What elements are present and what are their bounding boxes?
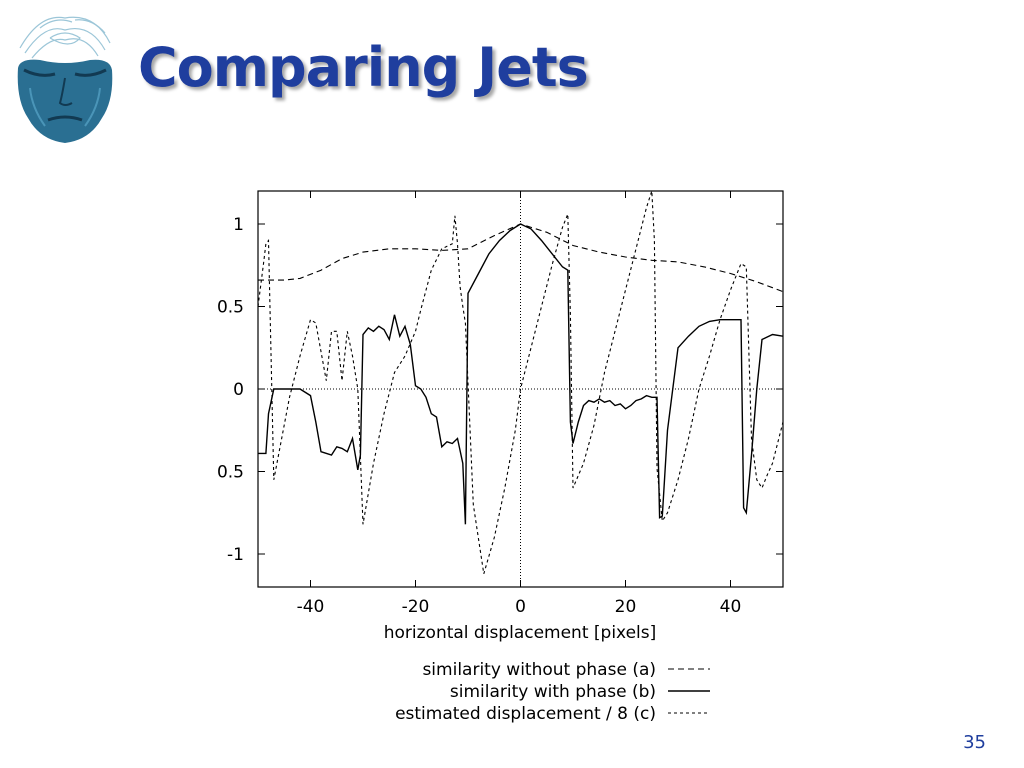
slide-title: Comparing Jets [138, 36, 589, 99]
y-tick-label: 0.5 [217, 463, 244, 483]
y-tick-label: 1 [233, 215, 244, 235]
legend-label-3: estimated displacement / 8 (c) [395, 704, 656, 724]
y-tick-label: -1 [227, 545, 244, 565]
x-tick-label: -40 [297, 597, 325, 617]
x-tick-label: 0 [515, 597, 526, 617]
face-mesh-icon [17, 16, 113, 143]
x-tick-label: 20 [615, 597, 637, 617]
chart-legend: similarity without phase (a)similarity w… [395, 660, 710, 724]
y-tick-label: 0.5 [217, 298, 244, 318]
legend-label-1: similarity without phase (a) [422, 660, 656, 680]
x-axis-label: horizontal displacement [pixels] [384, 623, 657, 643]
line-chart: -40 -20 0 20 40 1 0.5 0 0.5 -1 horizontal displac… [217, 190, 784, 724]
x-tick-label: 40 [720, 597, 742, 617]
chart-series [258, 191, 783, 574]
legend-label-2: similarity with phase (b) [450, 682, 656, 702]
series-line-3 [258, 191, 783, 574]
y-tick-label: 0 [233, 380, 244, 400]
series-line-2 [258, 223, 783, 525]
slide-number: 35 [963, 732, 986, 753]
x-tick-label: -20 [402, 597, 430, 617]
chart-ticks: -40 -20 0 20 40 1 0.5 0 0.5 -1 [217, 191, 783, 617]
series-line-1 [258, 223, 783, 293]
